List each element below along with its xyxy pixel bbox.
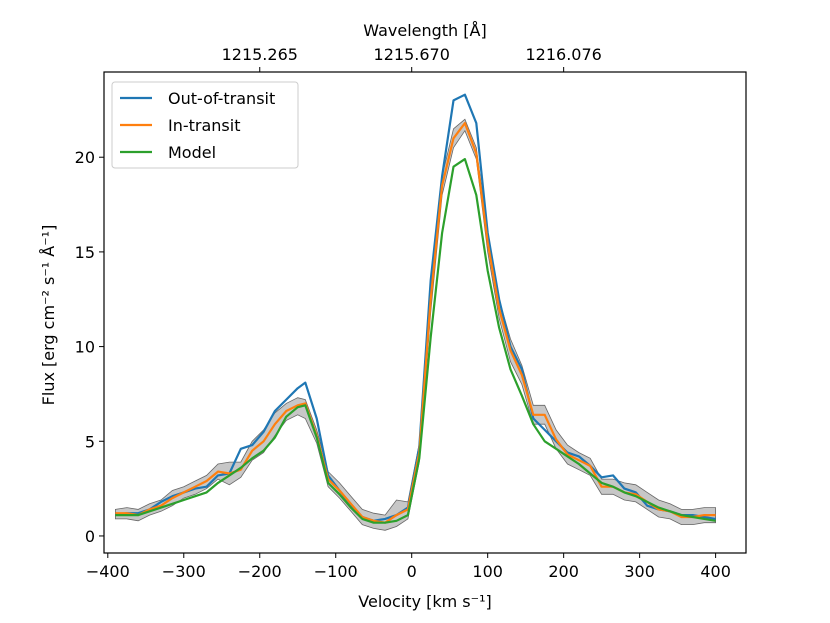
x-tick-label: 400 [700, 562, 731, 581]
top-tick-label: 1216.076 [525, 45, 601, 64]
x-tick-label: 200 [548, 562, 579, 581]
series-line-model [115, 158, 716, 524]
x-tick-label: −400 [86, 562, 130, 581]
series-layer [115, 93, 716, 524]
top-tick-label: 1215.265 [222, 45, 298, 64]
x-tick-label: −200 [238, 562, 282, 581]
y-tick-label: 0 [85, 527, 95, 546]
legend-label-out-of-transit: Out-of-transit [168, 89, 275, 108]
legend: Out-of-transit In-transit Model [111, 81, 299, 169]
legend-box [111, 81, 299, 169]
x-tick-label: 0 [407, 562, 417, 581]
legend-label-model: Model [168, 143, 216, 162]
x-tick-label: −300 [162, 562, 206, 581]
ticks-layer: −400 −300 −200 −100 0 100 200 300 400 0 5 10 15 20 121… [75, 45, 731, 581]
x-tick-label: −100 [314, 562, 358, 581]
y-axis-label: Flux [erg cm⁻² s⁻¹ Å⁻¹] [39, 225, 58, 406]
y-tick-label: 10 [75, 338, 95, 357]
y-tick-label: 20 [75, 148, 95, 167]
legend-label-in-transit: In-transit [168, 116, 240, 135]
x-tick-label: 100 [472, 562, 503, 581]
y-tick-label: 5 [85, 432, 95, 451]
x-axis-label: Velocity [km s⁻¹] [358, 592, 491, 611]
top-axis-label: Wavelength [Å] [363, 21, 486, 40]
y-tick-label: 15 [75, 243, 95, 262]
top-tick-label: 1215.670 [374, 45, 450, 64]
x-tick-label: 300 [624, 562, 655, 581]
axes-frame [103, 71, 747, 554]
